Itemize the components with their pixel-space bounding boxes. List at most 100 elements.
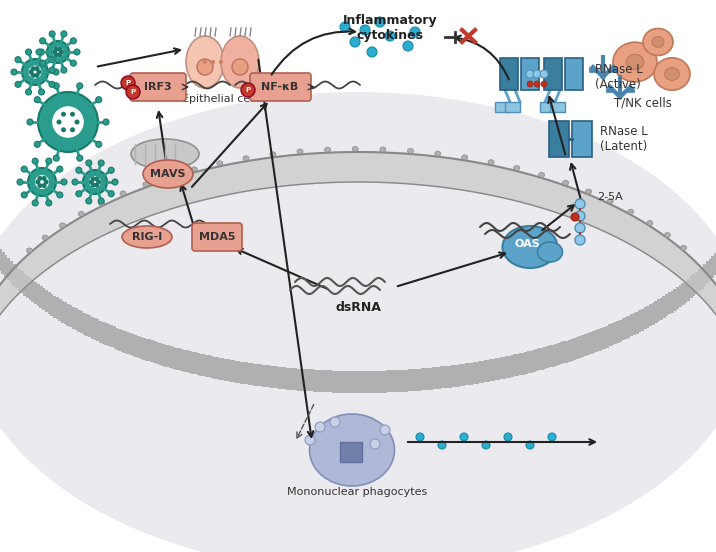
Circle shape — [438, 441, 446, 449]
Bar — [289, 368, 292, 390]
Bar — [489, 359, 493, 381]
Circle shape — [103, 119, 109, 125]
Circle shape — [96, 97, 102, 103]
Ellipse shape — [59, 223, 66, 228]
Bar — [348, 371, 352, 393]
Bar — [475, 362, 479, 384]
Circle shape — [39, 60, 46, 66]
Circle shape — [61, 112, 66, 116]
Bar — [511, 355, 514, 377]
Bar — [468, 363, 470, 385]
Bar — [589, 332, 593, 354]
Bar — [329, 370, 332, 392]
Circle shape — [49, 81, 55, 87]
Circle shape — [57, 166, 63, 172]
Ellipse shape — [131, 139, 199, 169]
Circle shape — [52, 46, 64, 58]
Ellipse shape — [664, 232, 670, 237]
Bar — [427, 368, 430, 390]
Bar — [451, 365, 455, 387]
Ellipse shape — [142, 182, 149, 187]
Ellipse shape — [462, 155, 468, 160]
Bar — [495, 102, 510, 112]
Bar — [551, 344, 555, 367]
Bar — [565, 58, 583, 90]
Bar — [533, 350, 536, 372]
Circle shape — [34, 174, 49, 190]
Bar — [21, 271, 24, 293]
Ellipse shape — [221, 36, 259, 88]
Bar — [592, 331, 595, 353]
Ellipse shape — [652, 37, 664, 47]
Ellipse shape — [99, 201, 105, 206]
Bar — [64, 302, 67, 324]
Bar — [248, 363, 251, 385]
Bar — [18, 269, 21, 291]
Text: OAS: OAS — [514, 239, 540, 249]
Ellipse shape — [664, 68, 679, 80]
Ellipse shape — [42, 235, 48, 240]
Circle shape — [416, 433, 424, 441]
Circle shape — [54, 52, 59, 57]
Bar — [459, 364, 463, 386]
Bar — [627, 87, 634, 92]
Bar — [497, 358, 500, 380]
Bar — [546, 346, 549, 368]
Bar — [524, 352, 528, 374]
Circle shape — [126, 85, 140, 99]
Circle shape — [34, 141, 40, 147]
Ellipse shape — [513, 166, 520, 171]
Bar — [392, 370, 395, 392]
Circle shape — [375, 17, 385, 27]
Bar — [665, 294, 669, 316]
Bar — [145, 338, 148, 360]
Circle shape — [108, 167, 114, 173]
Bar — [662, 296, 666, 318]
Bar — [175, 348, 178, 370]
Ellipse shape — [324, 147, 331, 152]
Bar — [34, 282, 37, 304]
Bar — [9, 261, 13, 283]
Ellipse shape — [613, 42, 657, 82]
Bar — [208, 355, 211, 378]
Ellipse shape — [586, 189, 591, 194]
Bar — [378, 371, 381, 392]
Circle shape — [360, 25, 370, 35]
Bar — [107, 324, 110, 346]
Circle shape — [49, 67, 55, 73]
Bar — [47, 292, 51, 314]
Text: Inflammatory
cytokines: Inflammatory cytokines — [343, 14, 437, 42]
Circle shape — [575, 223, 585, 233]
Bar — [457, 364, 460, 386]
Ellipse shape — [232, 59, 248, 75]
Circle shape — [305, 435, 315, 445]
Bar — [668, 293, 671, 315]
Circle shape — [61, 179, 67, 185]
Bar — [543, 347, 546, 369]
Circle shape — [370, 439, 380, 449]
Ellipse shape — [538, 242, 563, 262]
Bar — [0, 0, 716, 220]
Bar — [419, 369, 422, 391]
Bar — [32, 280, 34, 302]
Circle shape — [34, 66, 39, 71]
Bar — [191, 352, 194, 374]
Ellipse shape — [297, 149, 303, 154]
Bar — [554, 344, 557, 366]
Bar — [576, 337, 579, 359]
Bar — [156, 342, 159, 364]
Bar — [234, 360, 238, 383]
Bar — [492, 359, 495, 381]
Text: MAVS: MAVS — [150, 169, 185, 179]
Circle shape — [350, 37, 360, 47]
Bar — [638, 310, 642, 332]
Circle shape — [98, 160, 105, 166]
Bar — [56, 298, 59, 319]
Bar — [223, 359, 227, 381]
Bar — [291, 368, 294, 390]
Circle shape — [61, 128, 66, 132]
Bar — [221, 358, 224, 380]
Bar — [74, 309, 78, 331]
Bar — [584, 334, 587, 356]
Circle shape — [61, 67, 67, 73]
